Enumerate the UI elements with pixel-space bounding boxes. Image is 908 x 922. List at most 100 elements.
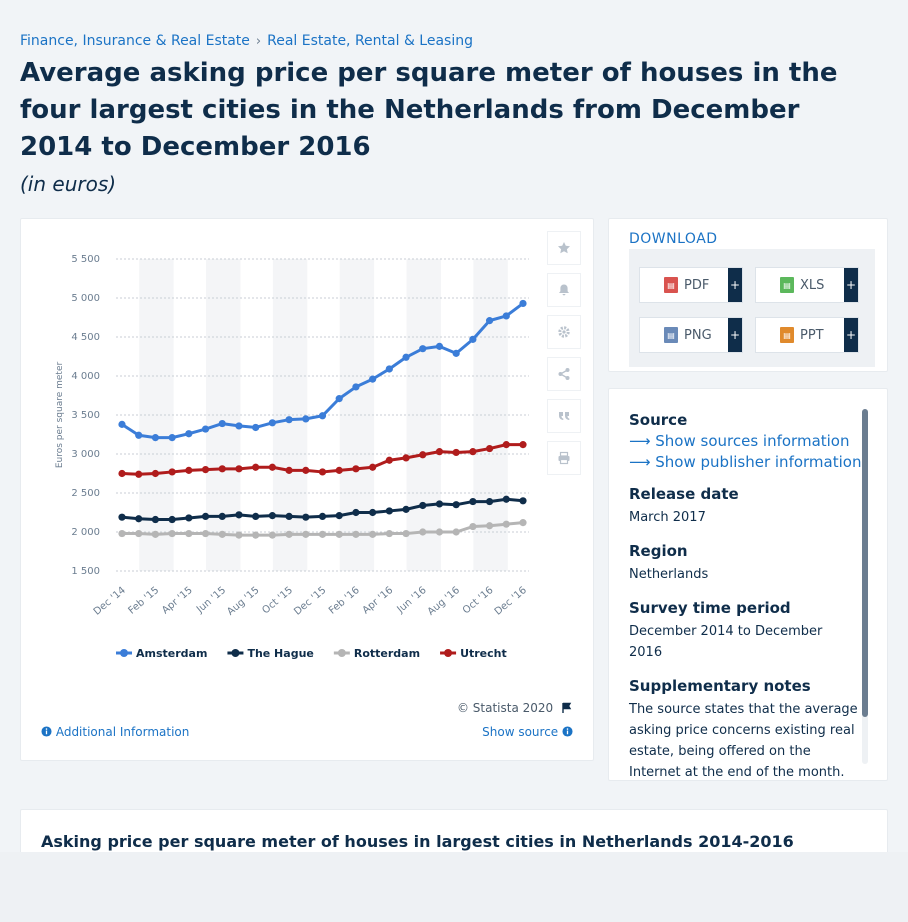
data-point: [168, 434, 176, 442]
data-point: [485, 497, 494, 506]
y-tick-label: 4 000: [71, 371, 100, 382]
data-point: [519, 519, 527, 527]
data-point: [352, 508, 360, 517]
data-point: [402, 505, 410, 513]
xls-file-icon: ▤: [780, 277, 794, 293]
data-point: [435, 448, 444, 456]
download-pdf-button[interactable]: ▤ PDF +: [639, 267, 743, 303]
data-point: [369, 375, 377, 383]
data-point: [135, 470, 143, 478]
additional-information-link[interactable]: Additional Information: [41, 725, 189, 739]
show-sources-label: Show sources information: [655, 432, 850, 450]
x-tick-label: Oct '16: [461, 585, 496, 617]
breadcrumb-item-real-estate[interactable]: Real Estate, Rental & Leasing: [267, 33, 474, 49]
copyright-text: © Statista 2020: [456, 701, 554, 715]
data-point: [402, 529, 410, 538]
x-tick-label: Oct '15: [260, 585, 295, 617]
data-point: [118, 420, 126, 428]
star-icon: [558, 242, 570, 254]
x-tick-label: Aug '16: [426, 585, 462, 618]
legend-label: Utrecht: [460, 647, 507, 660]
plus-icon: +: [844, 268, 858, 302]
info-content: Source ⟶ Show sources information ⟶ Show…: [629, 411, 861, 780]
data-point: [419, 345, 427, 353]
show-source-link[interactable]: Show source: [482, 725, 573, 739]
data-point: [452, 528, 460, 536]
data-point: [485, 317, 494, 325]
data-point: [285, 530, 293, 538]
breadcrumb-item-finance[interactable]: Finance, Insurance & Real Estate: [20, 33, 250, 49]
download-heading: DOWNLOAD: [629, 231, 718, 247]
legend-marker: [337, 649, 346, 657]
data-point: [335, 512, 343, 520]
legend-label: The Hague: [247, 647, 313, 660]
data-point: [335, 530, 343, 538]
download-xls-button[interactable]: ▤ XLS +: [755, 267, 859, 303]
data-point: [385, 529, 393, 538]
quote-icon: [559, 412, 570, 420]
data-point: [135, 515, 143, 523]
data-point: [151, 469, 160, 478]
download-panel: ▤ PDF + ▤ XLS + ▤ PNG + ▤ PPT +: [629, 249, 875, 367]
data-point: [185, 430, 193, 438]
download-card: DOWNLOAD ▤ PDF + ▤ XLS + ▤ PNG + ▤ PPT +: [608, 218, 888, 372]
download-ppt-button[interactable]: ▤ PPT +: [755, 317, 859, 353]
data-point: [118, 529, 126, 538]
arrow-right-icon: ⟶: [629, 453, 656, 471]
data-point: [318, 468, 327, 476]
data-point: [185, 514, 193, 522]
share-icon: [558, 368, 570, 380]
cite-button[interactable]: [547, 399, 581, 433]
x-tick-label: Dec '15: [292, 585, 328, 618]
notification-button[interactable]: [547, 273, 581, 307]
print-icon: [558, 451, 570, 465]
y-tick-label: 2 500: [71, 488, 100, 499]
data-point: [318, 530, 327, 538]
additional-information-label: Additional Information: [55, 725, 190, 739]
y-axis-label: Euros per square meter: [55, 362, 65, 469]
breadcrumb: Finance, Insurance & Real Estate › Real …: [20, 33, 473, 49]
data-point: [352, 530, 360, 538]
data-point: [201, 512, 210, 520]
data-point: [302, 466, 310, 474]
data-point: [268, 463, 276, 471]
data-point: [135, 431, 143, 439]
data-point: [118, 513, 126, 521]
settings-button[interactable]: [547, 315, 581, 349]
data-point: [201, 466, 210, 474]
data-point: [168, 529, 176, 538]
data-point: [385, 365, 393, 373]
show-sources-link[interactable]: ⟶ Show sources information: [629, 432, 859, 450]
share-button[interactable]: [547, 357, 581, 391]
data-point: [252, 512, 260, 520]
x-tick-label: Jun '15: [194, 585, 228, 616]
data-point: [452, 349, 460, 357]
data-point: [469, 335, 477, 343]
supplementary-notes-label: Supplementary notes: [629, 677, 811, 695]
data-point: [369, 530, 377, 538]
download-png-button[interactable]: ▤ PNG +: [639, 317, 743, 353]
data-point: [218, 419, 226, 428]
data-point: [151, 530, 160, 538]
info-scrollbar[interactable]: [862, 409, 868, 764]
x-tick-label: Dec '16: [493, 585, 529, 618]
data-point: [502, 495, 510, 503]
data-point: [302, 513, 310, 521]
data-point: [235, 422, 243, 430]
scrollbar-thumb[interactable]: [862, 409, 868, 717]
data-point: [201, 529, 210, 538]
data-point: [185, 466, 193, 474]
data-point: [168, 515, 176, 524]
data-point: [285, 512, 293, 520]
favorite-button[interactable]: [547, 231, 581, 265]
release-date-label: Release date: [629, 485, 739, 503]
print-button[interactable]: [547, 441, 581, 475]
x-tick-label: Dec '14: [92, 585, 128, 618]
show-publisher-link[interactable]: ⟶ Show publisher information: [629, 453, 861, 471]
data-point: [485, 522, 494, 530]
flag-icon[interactable]: [561, 702, 573, 714]
chart-band: [406, 259, 441, 571]
data-point: [385, 507, 393, 515]
data-point: [168, 468, 176, 476]
data-point: [235, 511, 243, 519]
